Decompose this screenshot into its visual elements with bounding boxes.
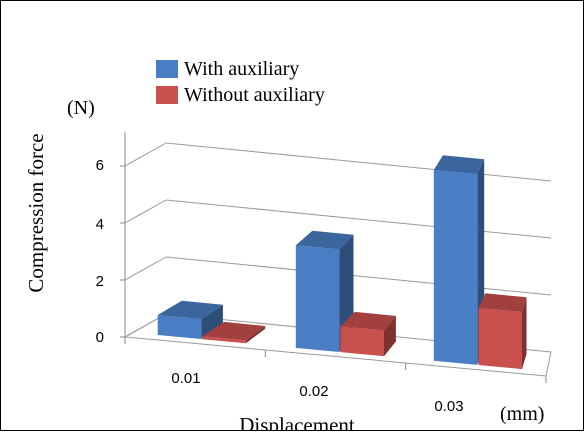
bar-with-auxiliary-0.03-front	[433, 169, 478, 365]
y-tick-label-0: 0	[96, 329, 104, 346]
bar-with-auxiliary-0.01-front	[157, 315, 202, 339]
bar-without-auxiliary-0.02-top	[340, 311, 396, 331]
bar-with-auxiliary-0.02-front	[295, 245, 340, 352]
bar-without-auxiliary-0.03-top	[478, 293, 527, 313]
y-tick-labels: 0 2 4 6	[96, 157, 104, 346]
x-tick-label-0.03: 0.03	[434, 398, 463, 415]
bar-without-auxiliary-0.03-side	[522, 297, 527, 370]
x-axis-title: Displacement	[239, 413, 355, 431]
gridlines	[120, 131, 552, 383]
y-unit-label: (N)	[67, 97, 95, 119]
bar-without-auxiliary-0.02-side	[384, 315, 396, 357]
legend-swatch-with-auxiliary	[156, 60, 178, 78]
bar-without-auxiliary-0.01	[202, 321, 266, 344]
legend-label-without-auxiliary: Without auxiliary	[184, 84, 325, 106]
y-tick-label-4: 4	[96, 216, 104, 233]
bar-with-auxiliary-0.03-top	[433, 155, 485, 174]
y-axis-title: Compression force	[24, 133, 48, 292]
bars	[157, 155, 527, 370]
gridline-2	[165, 256, 552, 296]
wall-edge-2	[124, 256, 167, 281]
bar-with-auxiliary-0.01-top	[157, 300, 223, 320]
gridline-6	[165, 142, 552, 182]
bar-without-auxiliary-0.01-side	[245, 326, 266, 344]
gridline-4	[165, 199, 552, 239]
bar-without-auxiliary-0.01-front	[202, 336, 246, 344]
bar-without-auxiliary-0.01-top	[202, 321, 266, 341]
bar-without-auxiliary-0.03-front	[478, 308, 522, 370]
bar-with-auxiliary-0.02-top	[295, 230, 354, 250]
bar-with-auxiliary-0.01	[157, 300, 223, 339]
bar-without-auxiliary-0.02-front	[340, 326, 384, 357]
x-tick-label-0.02: 0.02	[299, 383, 328, 400]
wall-edge-6	[124, 142, 167, 167]
bar-with-auxiliary-0.01-side	[201, 304, 223, 339]
bar-without-auxiliary-0.03	[478, 293, 527, 370]
wall-edge-4	[124, 199, 167, 224]
x-tick-labels: 0.01 0.02 0.03	[171, 370, 463, 415]
legend-swatch-without-auxiliary	[156, 86, 178, 104]
bar-with-auxiliary-0.03	[433, 155, 485, 365]
legend-label-with-auxiliary: With auxiliary	[184, 58, 299, 80]
y-tick-label-6: 6	[96, 157, 104, 174]
bar-without-auxiliary-0.02	[340, 311, 396, 357]
x-unit-label: (mm)	[500, 403, 544, 425]
legend: With auxiliary Without auxiliary	[156, 58, 325, 106]
x-tick-label-0.01: 0.01	[171, 370, 200, 387]
y-tick-label-2: 2	[96, 273, 104, 290]
